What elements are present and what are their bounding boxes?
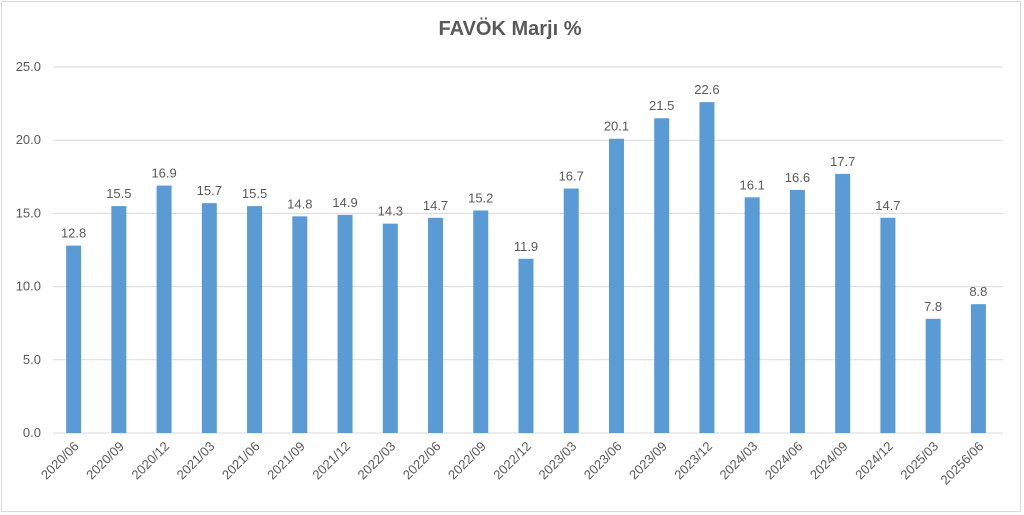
bar	[699, 102, 715, 434]
bar	[925, 318, 941, 433]
data-label: 15.5	[242, 186, 267, 201]
x-tick-label: 2021/12	[309, 439, 353, 483]
y-tick-label: 20.0	[16, 132, 41, 147]
x-tick-label: 2024/09	[807, 439, 851, 483]
bar	[337, 214, 353, 433]
bar	[654, 118, 670, 434]
bar	[608, 138, 624, 433]
bar	[880, 217, 896, 433]
bar	[292, 216, 308, 433]
data-label: 14.3	[378, 204, 403, 219]
x-tick-label: 2021/06	[219, 439, 263, 483]
x-tick-label: 2024/03	[716, 439, 760, 483]
data-label: 14.7	[423, 198, 448, 213]
x-tick-label: 2020/09	[83, 439, 127, 483]
bar	[247, 206, 263, 433]
x-tick-label: 2022/03	[355, 439, 399, 483]
x-tick-label: 2024/06	[762, 439, 806, 483]
x-tick-label: 2020/06	[38, 439, 82, 483]
bar	[835, 173, 851, 433]
data-label: 16.1	[740, 177, 765, 192]
bar	[518, 258, 534, 433]
bar	[473, 210, 489, 433]
data-label: 21.5	[649, 98, 674, 113]
x-tick-label: 2024/12	[852, 439, 896, 483]
x-tick-label: 2023/12	[671, 439, 715, 483]
data-label: 16.9	[151, 166, 176, 181]
bar	[382, 223, 398, 433]
x-tick-label: 2023/09	[626, 439, 670, 483]
data-label: 14.9	[332, 195, 357, 210]
y-tick-label: 0.0	[23, 425, 41, 440]
data-label: 16.6	[785, 170, 810, 185]
data-label: 15.2	[468, 190, 493, 205]
y-tick-label: 10.0	[16, 279, 41, 294]
bar	[66, 245, 82, 433]
y-tick-label: 15.0	[16, 205, 41, 220]
x-tick-label: 2023/06	[581, 439, 625, 483]
x-tick-label: 2021/09	[264, 439, 308, 483]
data-label: 11.9	[514, 239, 538, 254]
data-label: 15.5	[106, 186, 131, 201]
data-label: 17.7	[830, 154, 855, 169]
bar	[563, 188, 579, 433]
data-label: 22.6	[694, 82, 719, 97]
x-tick-label: 2023/03	[536, 439, 580, 483]
data-label: 15.7	[197, 183, 222, 198]
bar	[744, 197, 760, 433]
data-label: 14.7	[875, 198, 900, 213]
x-tick-label: 2022/09	[445, 439, 489, 483]
data-label: 20.1	[604, 119, 629, 134]
data-label: 12.8	[61, 226, 86, 241]
x-tick-label: 2022/12	[490, 439, 534, 483]
data-label: 8.8	[969, 284, 987, 299]
bar	[156, 185, 172, 433]
x-tick-label: 2021/03	[174, 439, 218, 483]
bar	[428, 217, 444, 433]
x-tick-label: 20256/06	[938, 439, 987, 488]
bar	[201, 203, 217, 433]
y-tick-label: 25.0	[16, 59, 41, 74]
x-tick-label: 2025/03	[897, 439, 941, 483]
data-label: 7.8	[924, 299, 942, 314]
bar	[970, 304, 986, 433]
bar	[111, 206, 127, 433]
data-label: 16.7	[559, 169, 584, 184]
chart-title: FAVÖK Marjı %	[438, 18, 582, 40]
x-tick-label: 2022/06	[400, 439, 444, 483]
bar	[789, 189, 805, 433]
x-tick-label: 2020/12	[128, 439, 172, 483]
y-tick-label: 5.0	[23, 352, 41, 367]
data-label: 14.8	[287, 196, 312, 211]
